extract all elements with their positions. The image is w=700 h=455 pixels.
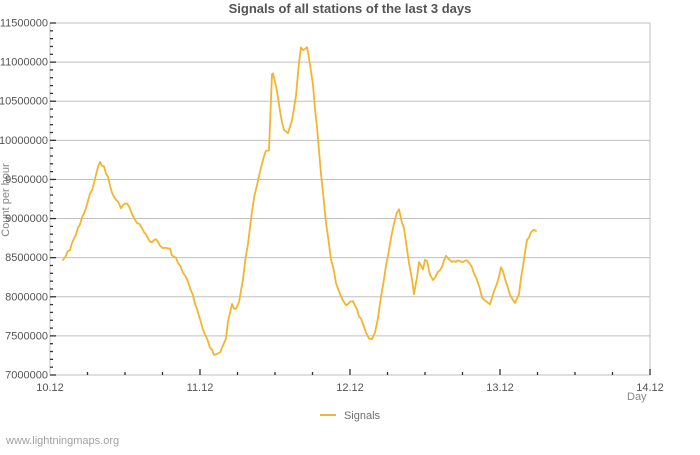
svg-text:10.12: 10.12	[36, 382, 64, 394]
svg-text:7500000: 7500000	[5, 330, 48, 342]
svg-text:10000000: 10000000	[0, 135, 48, 147]
svg-text:9000000: 9000000	[5, 213, 48, 225]
svg-text:14.12: 14.12	[636, 382, 664, 394]
svg-text:12.12: 12.12	[336, 382, 364, 394]
svg-text:11.12: 11.12	[187, 382, 214, 394]
svg-text:9500000: 9500000	[5, 174, 48, 186]
svg-text:8000000: 8000000	[5, 291, 48, 303]
svg-text:13.12: 13.12	[486, 382, 514, 394]
svg-text:7000000: 7000000	[5, 370, 48, 382]
svg-text:8500000: 8500000	[5, 252, 48, 264]
svg-text:11000000: 11000000	[0, 57, 48, 69]
svg-text:11500000: 11500000	[0, 18, 48, 30]
svg-text:10500000: 10500000	[0, 96, 48, 108]
